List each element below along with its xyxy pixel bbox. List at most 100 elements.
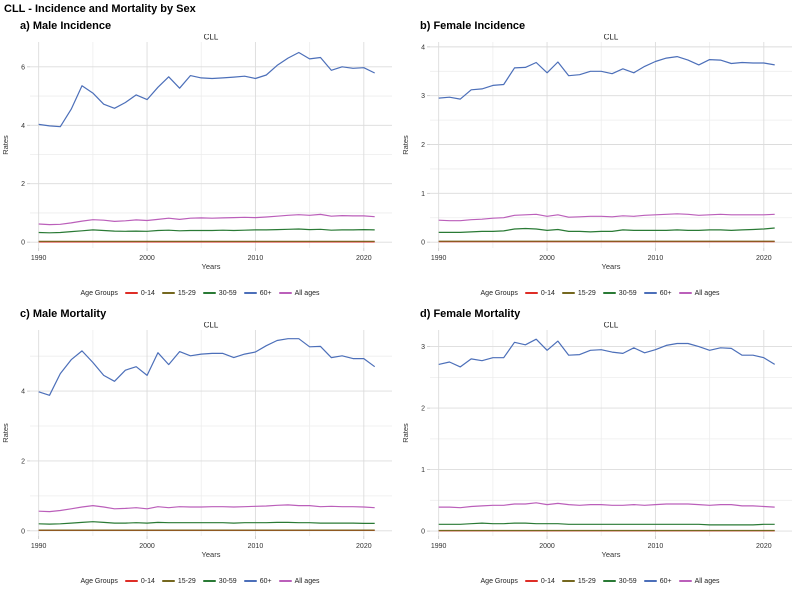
y-tick-label: 4 [421, 44, 425, 51]
series-line-60plus [438, 338, 776, 368]
x-tick-label: 2000 [139, 255, 155, 262]
legend-line-swatch-icon [602, 580, 616, 582]
chart-title: CLL [604, 322, 619, 330]
legend-item-all-ages: All ages [678, 289, 720, 297]
legend-item-30-59: 30-59 [602, 577, 637, 585]
legend-item-30-59: 30-59 [202, 578, 237, 585]
y-tick-label: 2 [21, 181, 25, 188]
panel-label-a: a) Male Incidence [20, 20, 112, 32]
x-axis-label: Years [202, 550, 221, 559]
y-tick-label: 2 [421, 406, 425, 413]
x-tick-label: 2010 [648, 255, 664, 262]
y-tick-label: 4 [21, 123, 25, 130]
legend-line-swatch-icon [524, 580, 538, 582]
x-axis-label: Years [602, 550, 621, 559]
legend-line-swatch-icon [202, 292, 216, 294]
legend-line-swatch-icon [643, 580, 657, 582]
series-line-60plus [438, 56, 775, 100]
chart-male-mortality: 1990 2000 2010 2020 0 2 4 CLL Years Rates [1, 322, 392, 559]
legend-item-30-59: 30-59 [202, 290, 237, 297]
x-tick-label: 1990 [31, 255, 47, 262]
legend-item-label: 30-59 [618, 577, 637, 585]
x-tick-label: 1990 [31, 543, 47, 550]
chart-title: CLL [204, 34, 219, 42]
legend-male-mortality: Age Groups 0-14 15-29 30-59 60+ All ages [0, 571, 400, 591]
legend-line-swatch-icon [678, 580, 692, 582]
legend-item-label: All ages [694, 289, 720, 297]
legend-item-label: 60+ [659, 577, 672, 585]
chart-female-mortality: 1990 2000 2010 2020 0 1 2 3 CLL Years Rates [401, 322, 792, 559]
x-tick-label: 2000 [539, 543, 555, 550]
legend-item-60plus: 60+ [243, 577, 272, 585]
y-tick-label: 2 [421, 142, 425, 149]
legend-item-0-14: 0-14 [124, 577, 155, 585]
legend-female-incidence: Age Groups 0-14 15-29 30-59 60+ All ages [400, 283, 800, 303]
y-tick-label: 0 [21, 528, 25, 535]
y-axis-label: Rates [1, 423, 10, 443]
panel-label-d: d) Female Mortality [420, 308, 521, 320]
y-axis-label: Rates [401, 423, 410, 443]
y-tick-label: 6 [21, 64, 25, 71]
legend-line-swatch-icon [278, 580, 292, 582]
legend-item-30-59: 30-59 [602, 289, 637, 297]
panel-male-mortality: c) Male Mortality 1990 2000 2010 2020 0 2 4 CLL… [0, 306, 400, 594]
legend-title: Age Groups [80, 289, 118, 297]
series-line-all-ages [38, 213, 375, 226]
legend-item-0-14: 0-14 [524, 289, 555, 297]
legend-item-label: All ages [294, 289, 320, 297]
legend-line-swatch-icon [124, 292, 138, 294]
legend-item-0-14: 0-14 [124, 289, 155, 297]
legend-line-swatch-icon [124, 580, 138, 582]
legend-item-label: 30-59 [618, 289, 637, 297]
x-tick-label: 2020 [756, 543, 772, 550]
y-tick-label: 3 [421, 93, 425, 100]
y-tick-label: 4 [21, 389, 25, 396]
panel-label-c: c) Male Mortality [20, 308, 107, 320]
series-line-60plus [38, 51, 375, 128]
legend-item-60plus: 60+ [643, 577, 672, 585]
legend-line-swatch-icon [561, 292, 575, 294]
series-line-30-59 [438, 522, 775, 526]
legend-line-swatch-icon [524, 292, 538, 294]
legend-item-label: 15-29 [577, 289, 596, 297]
legend-line-swatch-icon [202, 580, 216, 582]
series-line-30-59 [38, 228, 375, 234]
x-axis-label: Years [602, 262, 621, 271]
panel-female-mortality: d) Female Mortality 1990 2000 2010 2020 0 1 2 3… [400, 306, 800, 594]
legend-title: Age Groups [80, 577, 118, 585]
legend-line-swatch-icon [678, 292, 692, 294]
legend-item-15-29: 15-29 [561, 289, 596, 297]
legend-line-swatch-icon [243, 580, 257, 582]
series-line-60plus [38, 338, 376, 396]
legend-line-swatch-icon [243, 292, 257, 294]
series-line-all-ages [38, 504, 375, 513]
figure-title: CLL - Incidence and Mortality by Sex [4, 3, 196, 15]
legend-title: Age Groups [480, 577, 518, 585]
legend-title: Age Groups [480, 289, 518, 297]
legend-item-60plus: 60+ [243, 290, 272, 297]
series-line-30-59 [38, 521, 375, 525]
series-line-30-59 [438, 227, 775, 233]
panel-male-incidence: a) Male Incidence 1990 2000 2010 2020 0 2 4 6 CL… [0, 18, 400, 306]
legend-line-swatch-icon [161, 292, 175, 294]
legend-item-label: 0-14 [540, 289, 555, 297]
legend-item-60plus: 60+ [643, 290, 672, 297]
legend-item-label: 60+ [259, 577, 272, 585]
legend-line-swatch-icon [278, 292, 292, 294]
legend-item-label: 0-14 [140, 289, 155, 297]
y-tick-label: 3 [421, 344, 425, 351]
x-tick-label: 1990 [431, 543, 447, 550]
legend-item-label: 0-14 [140, 577, 155, 585]
y-tick-label: 0 [21, 240, 25, 247]
panels-grid: a) Male Incidence 1990 2000 2010 2020 0 2 4 6 CL… [0, 18, 800, 594]
y-axis-label: Rates [1, 135, 10, 155]
panel-label-b: b) Female Incidence [420, 20, 526, 32]
legend-item-15-29: 15-29 [561, 578, 596, 585]
legend-item-15-29: 15-29 [161, 289, 196, 297]
legend-item-label: 15-29 [177, 577, 196, 585]
legend-item-label: 15-29 [177, 289, 196, 297]
x-tick-label: 2010 [248, 543, 264, 550]
legend-item-label: All ages [694, 577, 720, 585]
x-tick-label: 2020 [356, 543, 372, 550]
